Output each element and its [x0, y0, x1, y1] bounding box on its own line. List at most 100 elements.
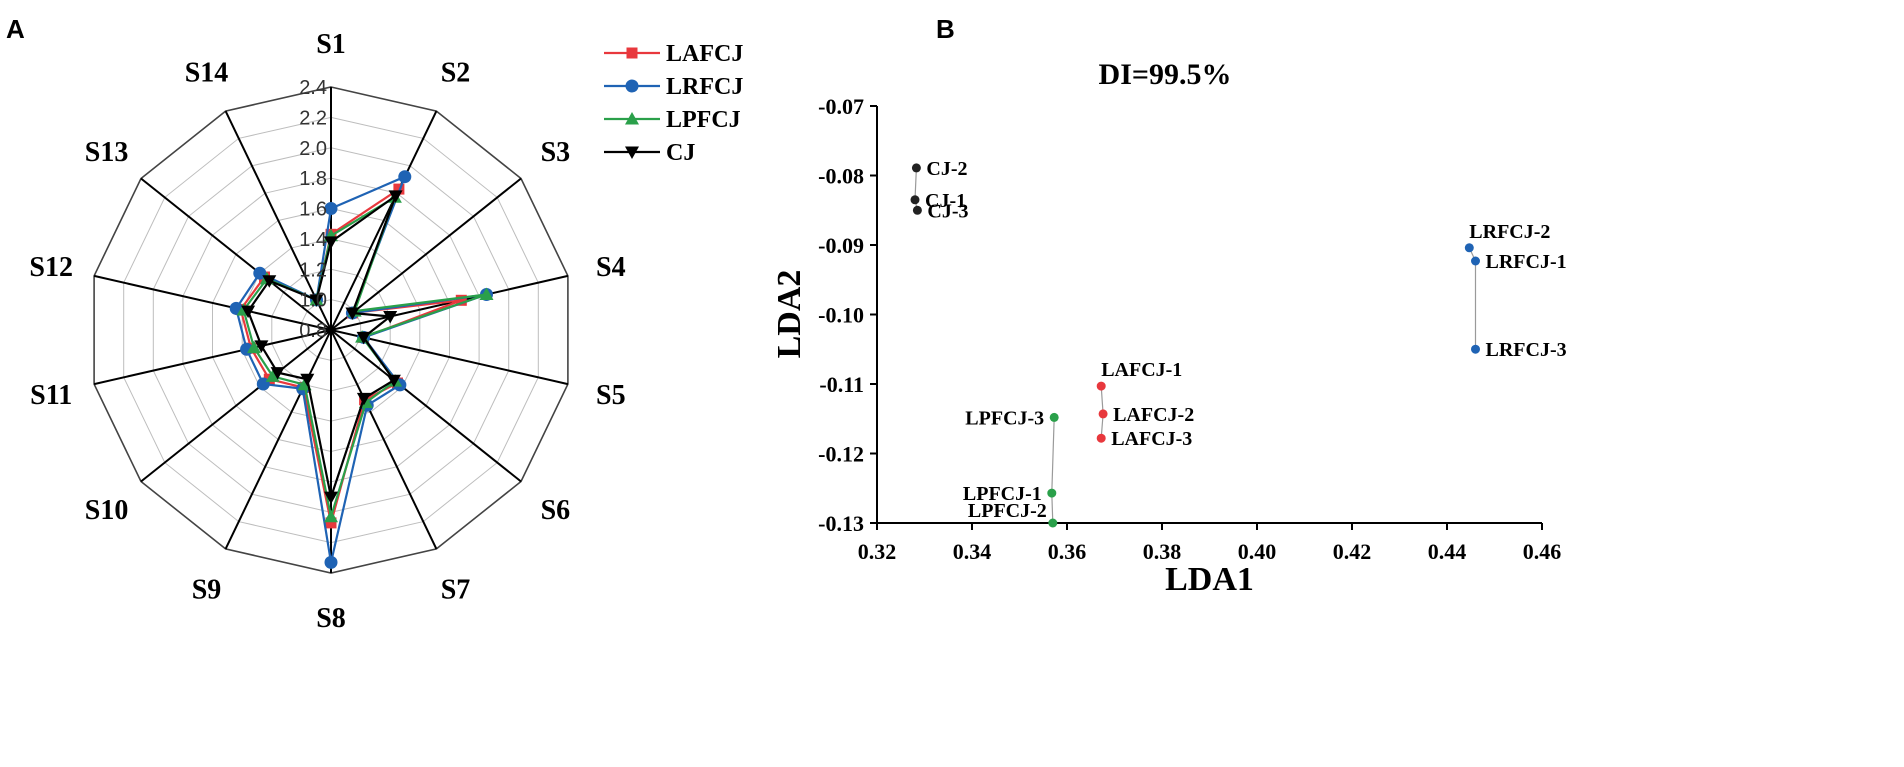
radar-spoke	[330, 177, 522, 331]
scatter-points	[910, 163, 1480, 528]
point-label-lafcj-2: LAFCJ-2	[1113, 404, 1194, 426]
point-label-lpfcj-2: LPFCJ-2	[968, 500, 1047, 522]
radar-data-point	[324, 555, 338, 569]
radar-data-point	[479, 287, 494, 300]
radar-chart: 0.8 1.0 1.2 1.4 1.6 1.8 2.0 2.2 2.4 S1 S2 S3 S4 S5 S6…	[29, 29, 743, 634]
radar-data-point	[300, 373, 315, 387]
legend-marker	[625, 112, 639, 125]
legend-marker	[625, 146, 639, 159]
y-tick-label: -0.11	[819, 372, 864, 397]
x-tick-label: 0.34	[953, 539, 992, 564]
radar-spoke	[140, 329, 332, 483]
radar-data-point	[324, 491, 338, 505]
radar-data-point	[270, 367, 285, 380]
y-tick-label: -0.13	[818, 511, 864, 536]
radar-spoke-labels: S1 S2 S3 S4 S5 S6 S7 S8 S9 S10 S11 S12 S13 S14	[29, 29, 625, 634]
scatter-point-lpfcj-1	[1047, 488, 1057, 498]
radar-data-point	[383, 311, 398, 324]
radar-spoke	[93, 329, 332, 386]
radar-spoke	[330, 274, 569, 331]
radar-spoke	[330, 329, 438, 550]
group-link-lpfcj	[1051, 417, 1055, 524]
spoke-label-s5: S5	[596, 380, 626, 411]
radar-spoke	[224, 329, 332, 550]
radar-spoke	[140, 177, 332, 331]
x-tick-label: 0.42	[1333, 539, 1372, 564]
scatter-title: DI=99.5%	[1099, 58, 1232, 91]
legend-marker	[625, 79, 639, 93]
scatter-y-ticks: -0.07 -0.08 -0.09 -0.10 -0.11 -0.12 -0.13	[818, 94, 877, 536]
radar-data-point	[356, 392, 371, 406]
scatter-chart: DI=99.5% 0.32 0.34 0.36 0.38 0.40 0.42 0.44 0.4…	[771, 58, 1567, 598]
radial-tick-label: 1.2	[299, 259, 327, 281]
radar-spokes	[93, 87, 569, 573]
spoke-label-s9: S9	[192, 575, 222, 606]
spoke-label-s10: S10	[85, 495, 129, 526]
scatter-point-lrfcj-3	[1471, 344, 1480, 354]
spoke-label-s6: S6	[541, 495, 571, 526]
y-tick-label: -0.12	[818, 442, 864, 467]
radial-tick-label: 2.0	[299, 138, 327, 160]
radar-data-point	[345, 307, 360, 320]
legend-label-cj: CJ	[666, 140, 695, 166]
spoke-label-s2: S2	[441, 57, 471, 88]
point-label-cj-1: CJ-1	[925, 190, 966, 212]
spoke-label-s8: S8	[316, 603, 346, 634]
scatter-point-cj-3	[912, 205, 922, 215]
x-axis-label: LDA1	[1165, 561, 1254, 598]
radar-data-point	[247, 340, 261, 354]
radial-tick-label: 1.4	[299, 229, 327, 251]
radar-data-point	[388, 190, 403, 203]
spoke-label-s7: S7	[441, 575, 471, 606]
radar-series-cj	[241, 190, 403, 505]
point-label-lafcj-1: LAFCJ-1	[1101, 359, 1182, 381]
legend-label-lpfcj: LPFCJ	[666, 107, 741, 133]
panel-letter-b: B	[936, 14, 955, 44]
radar-spoke	[330, 329, 569, 386]
spoke-label-s1: S1	[316, 29, 346, 60]
point-label-lafcj-3: LAFCJ-3	[1111, 428, 1192, 450]
panel-letter-a: A	[6, 14, 25, 44]
scatter-axes	[876, 106, 1542, 524]
radar-data-point	[324, 509, 338, 523]
scatter-point-lrfcj-2	[1464, 243, 1474, 253]
scatter-point-lafcj-2	[1098, 409, 1108, 419]
radar-data-point	[386, 374, 401, 388]
x-tick-label: 0.38	[1143, 539, 1182, 564]
radar-data-point	[265, 369, 280, 382]
radar-data-point	[309, 294, 324, 307]
radar-data-point	[241, 305, 256, 319]
radial-tick-label: 2.2	[299, 107, 327, 129]
y-tick-label: -0.07	[818, 94, 864, 119]
scatter-point-lafcj-1	[1096, 381, 1106, 391]
radial-tick-label: 1.8	[299, 168, 327, 190]
point-label-lrfcj-1: LRFCJ-1	[1486, 251, 1567, 273]
radar-data-point	[325, 517, 337, 529]
scatter-point-lrfcj-1	[1471, 256, 1480, 266]
radar-spoke	[93, 274, 332, 331]
radar-data-point	[324, 236, 338, 249]
spoke-label-s12: S12	[29, 252, 73, 283]
scatter-point-lpfcj-2	[1048, 518, 1058, 528]
radar-radial-ticks: 0.8 1.0 1.2 1.4 1.6 1.8 2.0 2.2 2.4	[299, 77, 327, 342]
x-tick-label: 0.32	[858, 539, 897, 564]
spoke-label-s3: S3	[541, 137, 571, 168]
y-tick-label: -0.10	[818, 303, 864, 328]
x-tick-label: 0.44	[1428, 539, 1467, 564]
point-label-lrfcj-3: LRFCJ-3	[1486, 339, 1567, 361]
radar-spoke	[330, 110, 438, 331]
radar-data-point	[262, 275, 277, 288]
x-tick-label: 0.46	[1523, 539, 1562, 564]
point-label-cj-2: CJ-2	[926, 158, 967, 180]
radar-spoke	[224, 110, 332, 331]
radar-data-point	[398, 170, 412, 184]
legend-label-lafcj: LAFCJ	[666, 41, 743, 67]
legend-label-lrfcj: LRFCJ	[666, 74, 743, 100]
scatter-point-lafcj-3	[1096, 433, 1106, 443]
radar-data-point	[455, 294, 467, 306]
point-label-lrfcj-2: LRFCJ-2	[1469, 221, 1550, 243]
scatter-point-cj-1	[910, 195, 920, 205]
spoke-label-s4: S4	[596, 252, 626, 283]
